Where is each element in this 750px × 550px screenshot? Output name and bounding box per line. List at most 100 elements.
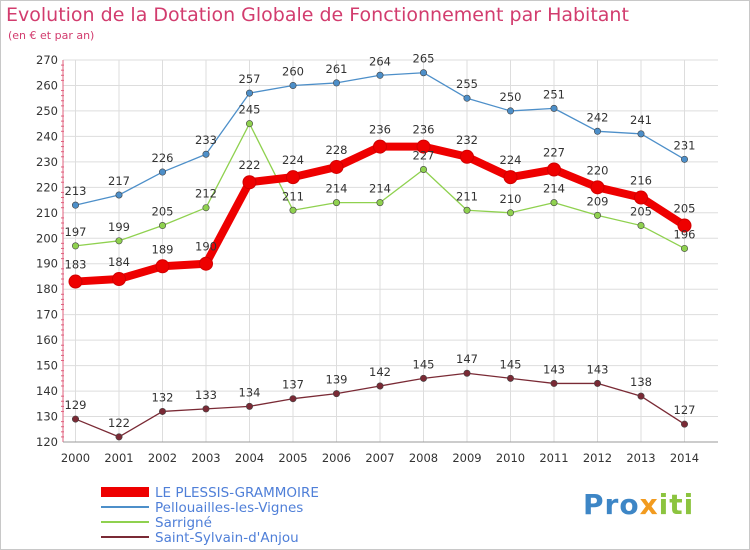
- data-point: [246, 89, 254, 97]
- data-label: 197: [65, 225, 87, 239]
- data-label: 227: [413, 149, 435, 163]
- data-label: 232: [456, 133, 478, 147]
- data-label: 205: [674, 202, 696, 216]
- data-point: [242, 175, 257, 190]
- x-tick-label: 2011: [539, 451, 568, 465]
- data-point: [677, 218, 692, 233]
- y-tick-label: 130: [36, 410, 58, 424]
- x-tick-label: 2008: [409, 451, 438, 465]
- data-label: 211: [456, 189, 478, 203]
- data-label: 224: [500, 153, 522, 167]
- data-label: 261: [326, 62, 348, 76]
- data-label: 137: [282, 378, 304, 392]
- data-label: 226: [152, 151, 174, 165]
- y-tick-label: 260: [36, 78, 58, 92]
- data-point: [463, 94, 471, 102]
- data-point: [289, 81, 297, 89]
- data-label: 143: [587, 362, 609, 376]
- data-label: 129: [65, 398, 87, 412]
- y-tick-label: 120: [36, 435, 58, 449]
- y-tick-label: 140: [36, 384, 58, 398]
- data-label: 217: [108, 174, 130, 188]
- data-label: 145: [413, 357, 435, 371]
- data-point: [159, 168, 167, 176]
- data-point: [202, 405, 210, 413]
- data-point: [72, 201, 80, 209]
- y-tick-label: 160: [36, 333, 58, 347]
- data-point: [550, 104, 558, 112]
- data-label: 189: [152, 242, 174, 256]
- data-label: 241: [630, 113, 652, 127]
- proxiti-logo: Proxiti: [583, 488, 695, 521]
- data-label: 143: [543, 362, 565, 376]
- data-point: [637, 222, 645, 230]
- data-label: 265: [413, 52, 435, 66]
- data-label: 205: [630, 205, 652, 219]
- data-label: 236: [369, 123, 391, 137]
- data-label: 228: [326, 143, 348, 157]
- data-point: [289, 395, 297, 403]
- data-label: 255: [456, 77, 478, 91]
- data-point: [680, 244, 688, 252]
- data-point: [419, 374, 427, 382]
- data-point: [634, 190, 648, 205]
- data-point: [547, 162, 561, 177]
- y-tick-label: 270: [36, 53, 58, 67]
- data-point: [590, 180, 605, 195]
- data-label: 222: [239, 158, 261, 172]
- legend-label: Saint-Sylvain-d'Anjou: [155, 530, 299, 546]
- x-tick-label: 2012: [583, 451, 612, 465]
- data-label: 245: [239, 103, 261, 117]
- data-label: 196: [674, 227, 696, 241]
- data-point: [112, 272, 126, 287]
- data-point: [680, 420, 688, 428]
- data-label: 205: [152, 205, 174, 219]
- data-point: [593, 211, 601, 219]
- data-label: 212: [195, 187, 217, 201]
- x-tick-label: 2007: [365, 451, 394, 465]
- data-point: [155, 259, 170, 274]
- data-label: 233: [195, 133, 217, 147]
- data-point: [637, 392, 645, 400]
- data-point: [329, 159, 344, 174]
- data-point: [286, 170, 300, 185]
- x-tick-label: 2010: [496, 451, 525, 465]
- data-point: [202, 150, 210, 158]
- data-label: 231: [674, 138, 696, 152]
- data-label: 250: [500, 90, 522, 104]
- data-point: [159, 407, 167, 415]
- x-tick-label: 2004: [235, 451, 264, 465]
- data-point: [419, 69, 427, 77]
- data-point: [115, 433, 123, 441]
- data-point: [332, 79, 340, 87]
- data-label: 257: [239, 72, 261, 86]
- data-label: 213: [65, 184, 87, 198]
- y-tick-label: 220: [36, 180, 58, 194]
- data-label: 214: [369, 182, 391, 196]
- data-point: [680, 155, 688, 163]
- data-point: [159, 222, 167, 230]
- data-point: [593, 127, 601, 135]
- x-tick-label: 2014: [670, 451, 699, 465]
- data-label: 260: [282, 64, 304, 78]
- data-point: [199, 256, 213, 271]
- data-label: 251: [543, 87, 565, 101]
- data-point: [289, 206, 297, 214]
- data-label: 127: [674, 403, 696, 417]
- data-point: [550, 199, 558, 207]
- data-point: [506, 374, 514, 382]
- data-label: 122: [108, 416, 130, 430]
- data-label: 199: [108, 220, 130, 234]
- legend-label: Sarrigné: [155, 515, 212, 531]
- data-label: 264: [369, 54, 391, 68]
- x-tick-label: 2005: [278, 451, 307, 465]
- x-tick-label: 2002: [148, 451, 177, 465]
- x-tick-label: 2009: [452, 451, 481, 465]
- legend-label: Pellouailles-les-Vignes: [155, 500, 303, 516]
- data-point: [376, 199, 384, 207]
- data-point: [460, 149, 474, 164]
- data-label: 132: [152, 390, 174, 404]
- plot-area: [63, 60, 718, 442]
- data-label: 142: [369, 365, 391, 379]
